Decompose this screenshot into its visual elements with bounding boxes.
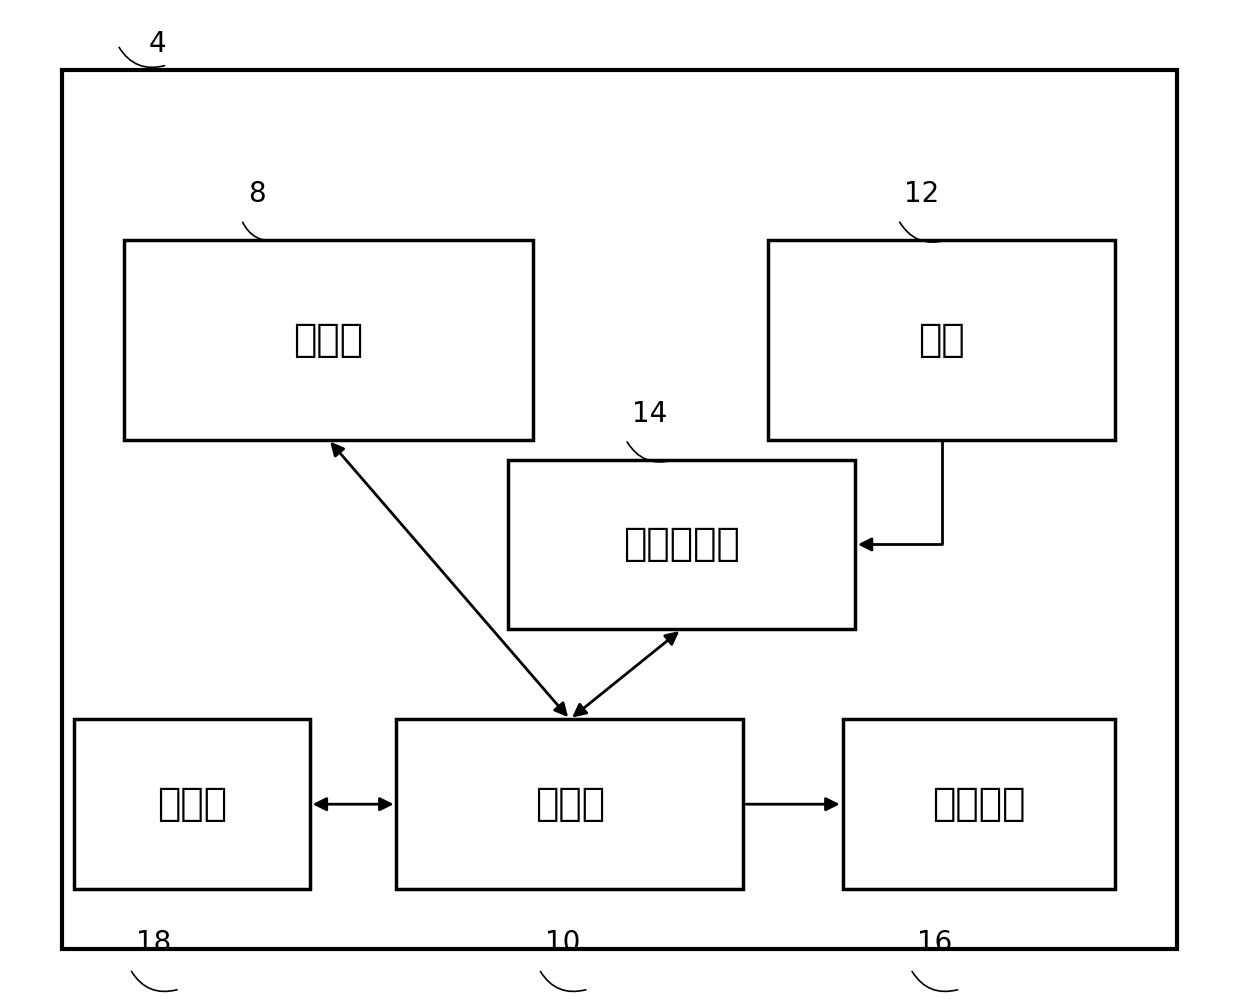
Bar: [508, 460, 855, 629]
Text: 加速计: 加速计: [294, 321, 363, 359]
Text: 报警单元: 报警单元: [932, 785, 1026, 823]
Bar: [396, 719, 743, 889]
Text: 16: 16: [917, 929, 952, 957]
Text: 18: 18: [136, 929, 171, 957]
Text: 天线: 天线: [918, 321, 965, 359]
Text: 14: 14: [632, 400, 667, 428]
Bar: [768, 240, 1115, 440]
Text: 收发器电路: 收发器电路: [623, 525, 740, 563]
Text: 12: 12: [904, 180, 939, 208]
Text: 8: 8: [248, 180, 265, 208]
Text: 存储器: 存储器: [157, 785, 227, 823]
Text: 处理器: 处理器: [535, 785, 605, 823]
Text: 10: 10: [545, 929, 581, 957]
Bar: [124, 240, 533, 440]
Bar: [843, 719, 1115, 889]
Text: 4: 4: [149, 30, 166, 58]
Bar: [62, 70, 1177, 949]
Bar: [74, 719, 310, 889]
